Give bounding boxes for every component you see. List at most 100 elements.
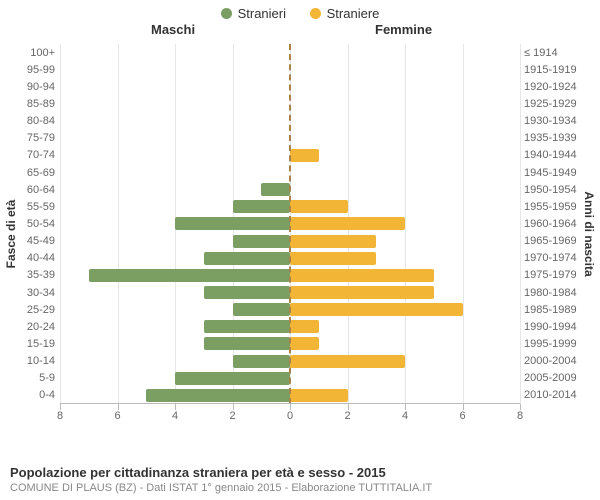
age-label: 5-9 (15, 372, 55, 384)
age-label: 55-59 (15, 201, 55, 213)
age-label: 95-99 (15, 64, 55, 76)
bar-male (233, 200, 291, 213)
chart-container: Stranieri Straniere Maschi Femmine Fasce… (0, 0, 600, 500)
bar-female (290, 355, 405, 368)
bar-half-female (290, 61, 520, 78)
legend: Stranieri Straniere (0, 0, 600, 22)
cohort-label: ≤ 1914 (524, 47, 592, 59)
cohort-label: 1960-1964 (524, 218, 592, 230)
bar-female (290, 337, 319, 350)
legend-swatch-male (221, 8, 232, 19)
bar-half-male (60, 250, 290, 267)
bar-half-female (290, 267, 520, 284)
bar-half-male (60, 44, 290, 61)
bar-half-female (290, 113, 520, 130)
bar-half-female (290, 130, 520, 147)
bar-half-male (60, 370, 290, 387)
column-title-female: Femmine (375, 22, 432, 37)
bar-half-male (60, 353, 290, 370)
age-label: 60-64 (15, 184, 55, 196)
cohort-label: 1955-1959 (524, 201, 592, 213)
age-label: 30-34 (15, 287, 55, 299)
bar-half-female (290, 250, 520, 267)
bar-male (204, 286, 290, 299)
cohort-label: 1970-1974 (524, 252, 592, 264)
age-label: 10-14 (15, 355, 55, 367)
bar-male (233, 303, 291, 316)
cohort-label: 1980-1984 (524, 287, 592, 299)
bar-male (89, 269, 290, 282)
bar-half-female (290, 284, 520, 301)
age-label: 80-84 (15, 115, 55, 127)
cohort-label: 1925-1929 (524, 98, 592, 110)
bar-female (290, 320, 319, 333)
bar-male (233, 355, 291, 368)
cohort-label: 1920-1924 (524, 81, 592, 93)
cohort-label: 1950-1954 (524, 184, 592, 196)
cohort-label: 1990-1994 (524, 321, 592, 333)
bar-half-female (290, 233, 520, 250)
plot-area: Fasce di età Anni di nascita 100+≤ 19149… (60, 44, 520, 424)
footer: Popolazione per cittadinanza straniera p… (10, 465, 590, 494)
bar-male (204, 320, 290, 333)
cohort-label: 2010-2014 (524, 389, 592, 401)
bar-female (290, 269, 434, 282)
x-axis: 864202468 (60, 403, 520, 424)
bar-half-male (60, 335, 290, 352)
bar-half-male (60, 198, 290, 215)
age-label: 25-29 (15, 304, 55, 316)
cohort-label: 1930-1934 (524, 115, 592, 127)
legend-label-male: Stranieri (238, 6, 286, 21)
bar-male (175, 217, 290, 230)
cohort-label: 1985-1989 (524, 304, 592, 316)
x-tick-label: 0 (287, 410, 293, 422)
bar-half-male (60, 301, 290, 318)
cohort-label: 2005-2009 (524, 372, 592, 384)
bar-half-female (290, 147, 520, 164)
cohort-label: 1965-1969 (524, 235, 592, 247)
bar-half-male (60, 164, 290, 181)
chart-subtitle: COMUNE DI PLAUS (BZ) - Dati ISTAT 1° gen… (10, 482, 590, 494)
age-label: 40-44 (15, 252, 55, 264)
age-label: 65-69 (15, 167, 55, 179)
bar-female (290, 303, 463, 316)
age-label: 85-89 (15, 98, 55, 110)
age-label: 90-94 (15, 81, 55, 93)
gridline (520, 44, 521, 404)
bar-male (261, 183, 290, 196)
cohort-label: 1945-1949 (524, 167, 592, 179)
age-label: 70-74 (15, 149, 55, 161)
bar-female (290, 200, 348, 213)
age-label: 20-24 (15, 321, 55, 333)
bar-half-male (60, 61, 290, 78)
x-tick-label: 8 (517, 410, 523, 422)
bar-half-male (60, 318, 290, 335)
bar-female (290, 252, 376, 265)
bar-half-female (290, 318, 520, 335)
bar-half-female (290, 335, 520, 352)
bar-half-female (290, 215, 520, 232)
age-label: 35-39 (15, 269, 55, 281)
bar-half-male (60, 267, 290, 284)
bar-half-male (60, 78, 290, 95)
bar-half-female (290, 78, 520, 95)
bar-half-male (60, 284, 290, 301)
cohort-label: 1975-1979 (524, 269, 592, 281)
bar-half-female (290, 353, 520, 370)
cohort-label: 1995-1999 (524, 338, 592, 350)
x-tick-label: 4 (172, 410, 178, 422)
bar-half-female (290, 181, 520, 198)
cohort-label: 1940-1944 (524, 149, 592, 161)
bar-half-male (60, 95, 290, 112)
bar-half-male (60, 233, 290, 250)
bar-half-female (290, 301, 520, 318)
age-label: 50-54 (15, 218, 55, 230)
bar-male (233, 235, 291, 248)
legend-swatch-female (310, 8, 321, 19)
bar-female (290, 235, 376, 248)
age-label: 75-79 (15, 132, 55, 144)
bar-half-male (60, 130, 290, 147)
bar-female (290, 286, 434, 299)
chart-title: Popolazione per cittadinanza straniera p… (10, 465, 590, 480)
column-titles: Maschi Femmine (0, 22, 600, 40)
